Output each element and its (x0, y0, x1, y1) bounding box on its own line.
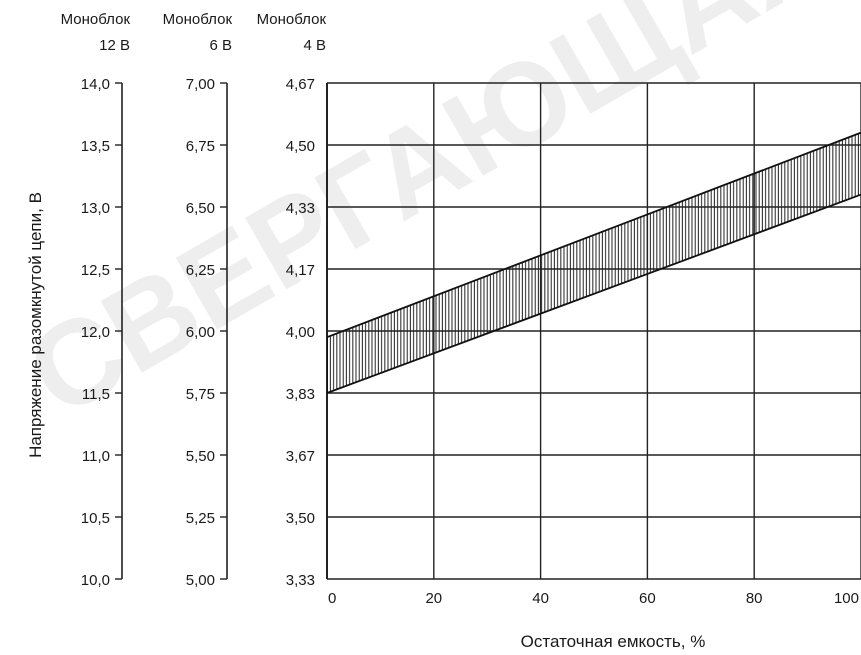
y-tick-label: 4,17 (286, 262, 315, 279)
axis-header-voltage: 12 В (99, 37, 130, 54)
band-fill (327, 132, 861, 393)
y-tick-label: 6,50 (186, 200, 215, 217)
axis-header-title: Моноблок (163, 11, 233, 28)
x-axis-label: Остаточная емкость, % (521, 632, 706, 651)
x-tick-label: 100 (834, 590, 859, 607)
y-tick-label: 5,25 (186, 510, 215, 527)
capacity-voltage-band (327, 131, 861, 394)
x-tick-label: 0 (328, 590, 336, 607)
y-tick-label: 13,0 (81, 200, 110, 217)
x-tick-label: 40 (532, 590, 549, 607)
y-tick-label: 4,33 (286, 200, 315, 217)
band-lower-line (327, 193, 861, 394)
y-tick-label: 13,5 (81, 138, 110, 155)
axis-header-voltage: 6 В (209, 37, 232, 54)
axis-header-title: Моноблок (61, 11, 131, 28)
y-tick-label: 3,67 (286, 448, 315, 465)
axis-headers: Моноблок 12 В Моноблок 6 В Моноблок 4 В (61, 11, 327, 54)
band-upper-line (327, 131, 861, 339)
y-axis-label: Напряжение разомкнутой цепи, В (26, 192, 45, 458)
y-tick-label: 6,25 (186, 262, 215, 279)
y-axes: 14,0 13,5 13,0 12,5 12,0 11,5 11,0 10,5 10,0 7,00… (81, 76, 315, 589)
y-tick-label: 4,67 (286, 76, 315, 93)
y-tick-label: 4,00 (286, 324, 315, 341)
y-tick-label: 11,0 (82, 448, 110, 465)
y-tick-label: 4,50 (286, 138, 315, 155)
y-tick-label: 6,00 (186, 324, 215, 341)
x-tick-label: 60 (639, 590, 656, 607)
y-tick-label: 5,00 (186, 572, 215, 589)
x-tick-labels: 0 20 40 60 80 100 (328, 590, 859, 607)
y-tick-label: 12,0 (81, 324, 110, 341)
x-tick-label: 80 (746, 590, 763, 607)
y-tick-label: 10,5 (81, 510, 110, 527)
axis-header-title: Моноблок (257, 11, 327, 28)
y-tick-label: 7,00 (186, 76, 215, 93)
y-tick-label: 14,0 (81, 76, 110, 93)
y-tick-label: 5,50 (186, 448, 215, 465)
y-tick-label: 3,50 (286, 510, 315, 527)
x-tick-label: 20 (425, 590, 442, 607)
y-tick-label: 12,5 (81, 262, 110, 279)
y-tick-label: 3,83 (286, 386, 315, 403)
y-tick-label: 6,75 (186, 138, 215, 155)
y-tick-label: 10,0 (81, 572, 110, 589)
axis-header-voltage: 4 В (303, 37, 326, 54)
y-tick-label: 3,33 (286, 572, 315, 589)
y-tick-label: 11,5 (82, 386, 110, 403)
y-tick-label: 5,75 (186, 386, 215, 403)
